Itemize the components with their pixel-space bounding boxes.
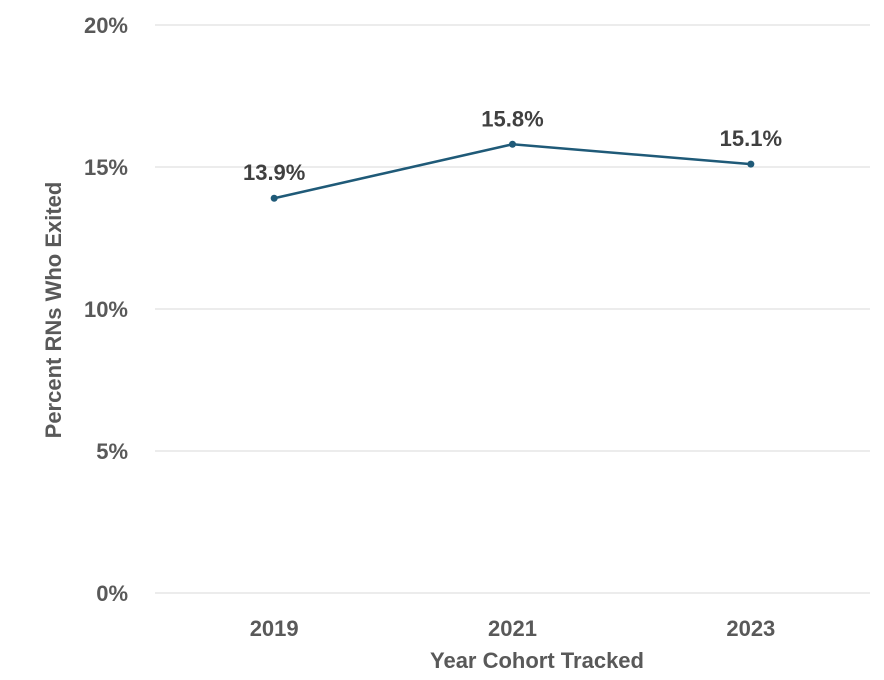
x-axis-ticks: 2019 2021 2023 [250,616,776,641]
data-label: 15.1% [720,126,782,151]
y-tick-label: 0% [96,581,128,606]
y-axis-title: Percent RNs Who Exited [41,182,66,439]
x-tick-label: 2021 [488,616,537,641]
data-point [747,160,755,168]
data-label: 15.8% [481,106,543,131]
data-point [509,140,516,148]
y-tick-label: 15% [84,155,128,180]
y-axis-ticks: 0% 5% 10% 15% 20% [84,13,128,606]
series-line [273,143,751,200]
x-tick-label: 2019 [250,616,299,641]
y-tick-label: 5% [96,439,128,464]
data-labels: 13.9% 15.8% 15.1% [243,106,782,185]
x-axis-title: Year Cohort Tracked [430,648,644,673]
x-tick-label: 2023 [726,616,775,641]
y-tick-label: 10% [84,297,128,322]
y-tick-label: 20% [84,13,128,38]
data-label: 13.9% [243,160,305,185]
data-point [270,194,278,202]
series-group [270,140,755,202]
